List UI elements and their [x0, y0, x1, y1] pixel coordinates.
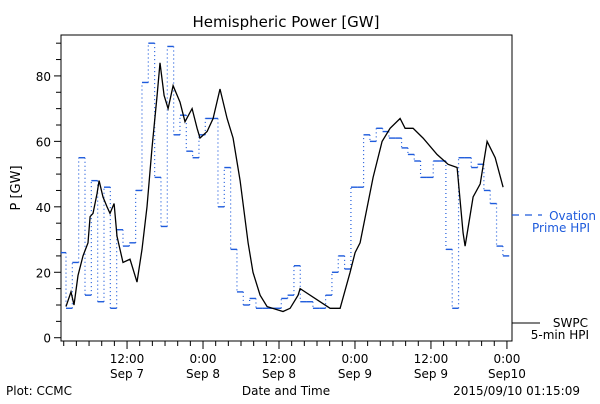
x-tick-label: Sep 9 — [338, 367, 372, 381]
y-tick-label: 0 — [43, 332, 51, 346]
x-axis-label: Date and Time — [242, 384, 330, 398]
y-axis: 0 20 40 60 80 — [36, 42, 61, 346]
x-tick-label: 0:00 — [493, 352, 520, 366]
footer-timestamp: 2015/09/10 01:15:09 — [453, 384, 580, 398]
legend-label-ovation-1: Ovation — [549, 209, 596, 223]
series-ovation-prime — [61, 42, 510, 309]
x-tick-label: 12:00 — [414, 352, 449, 366]
series-layer — [61, 42, 510, 313]
legend-label-ovation-2: Prime HPI — [532, 221, 590, 235]
x-tick-label: Sep 7 — [110, 367, 144, 381]
plot-frame — [60, 34, 513, 342]
x-tick-label: Sep10 — [488, 367, 526, 381]
footer-credit: Plot: CCMC — [6, 384, 72, 398]
legend: Ovation Prime HPI SWPC 5-min HPI — [512, 209, 596, 342]
y-tick-label: 60 — [36, 135, 51, 149]
legend-label-swpc-2: 5-min HPI — [531, 328, 589, 342]
x-tick-label: Sep 8 — [262, 367, 296, 381]
chart-title: Hemispheric Power [GW] — [193, 13, 380, 31]
x-tick-label: Sep 9 — [414, 367, 448, 381]
y-tick-label: 40 — [36, 201, 51, 215]
x-tick-label: 0:00 — [341, 352, 368, 366]
y-axis-label: P [GW] — [9, 165, 24, 210]
y-tick-label: 80 — [36, 70, 51, 84]
x-tick-label: 12:00 — [110, 352, 145, 366]
legend-label-swpc-1: SWPC — [553, 316, 588, 330]
x-tick-label: Sep 8 — [186, 367, 220, 381]
y-tick-label: 20 — [36, 266, 51, 280]
series-swpc-line — [65, 62, 504, 313]
x-tick-label: 0:00 — [190, 352, 217, 366]
x-tick-label: 12:00 — [262, 352, 297, 366]
